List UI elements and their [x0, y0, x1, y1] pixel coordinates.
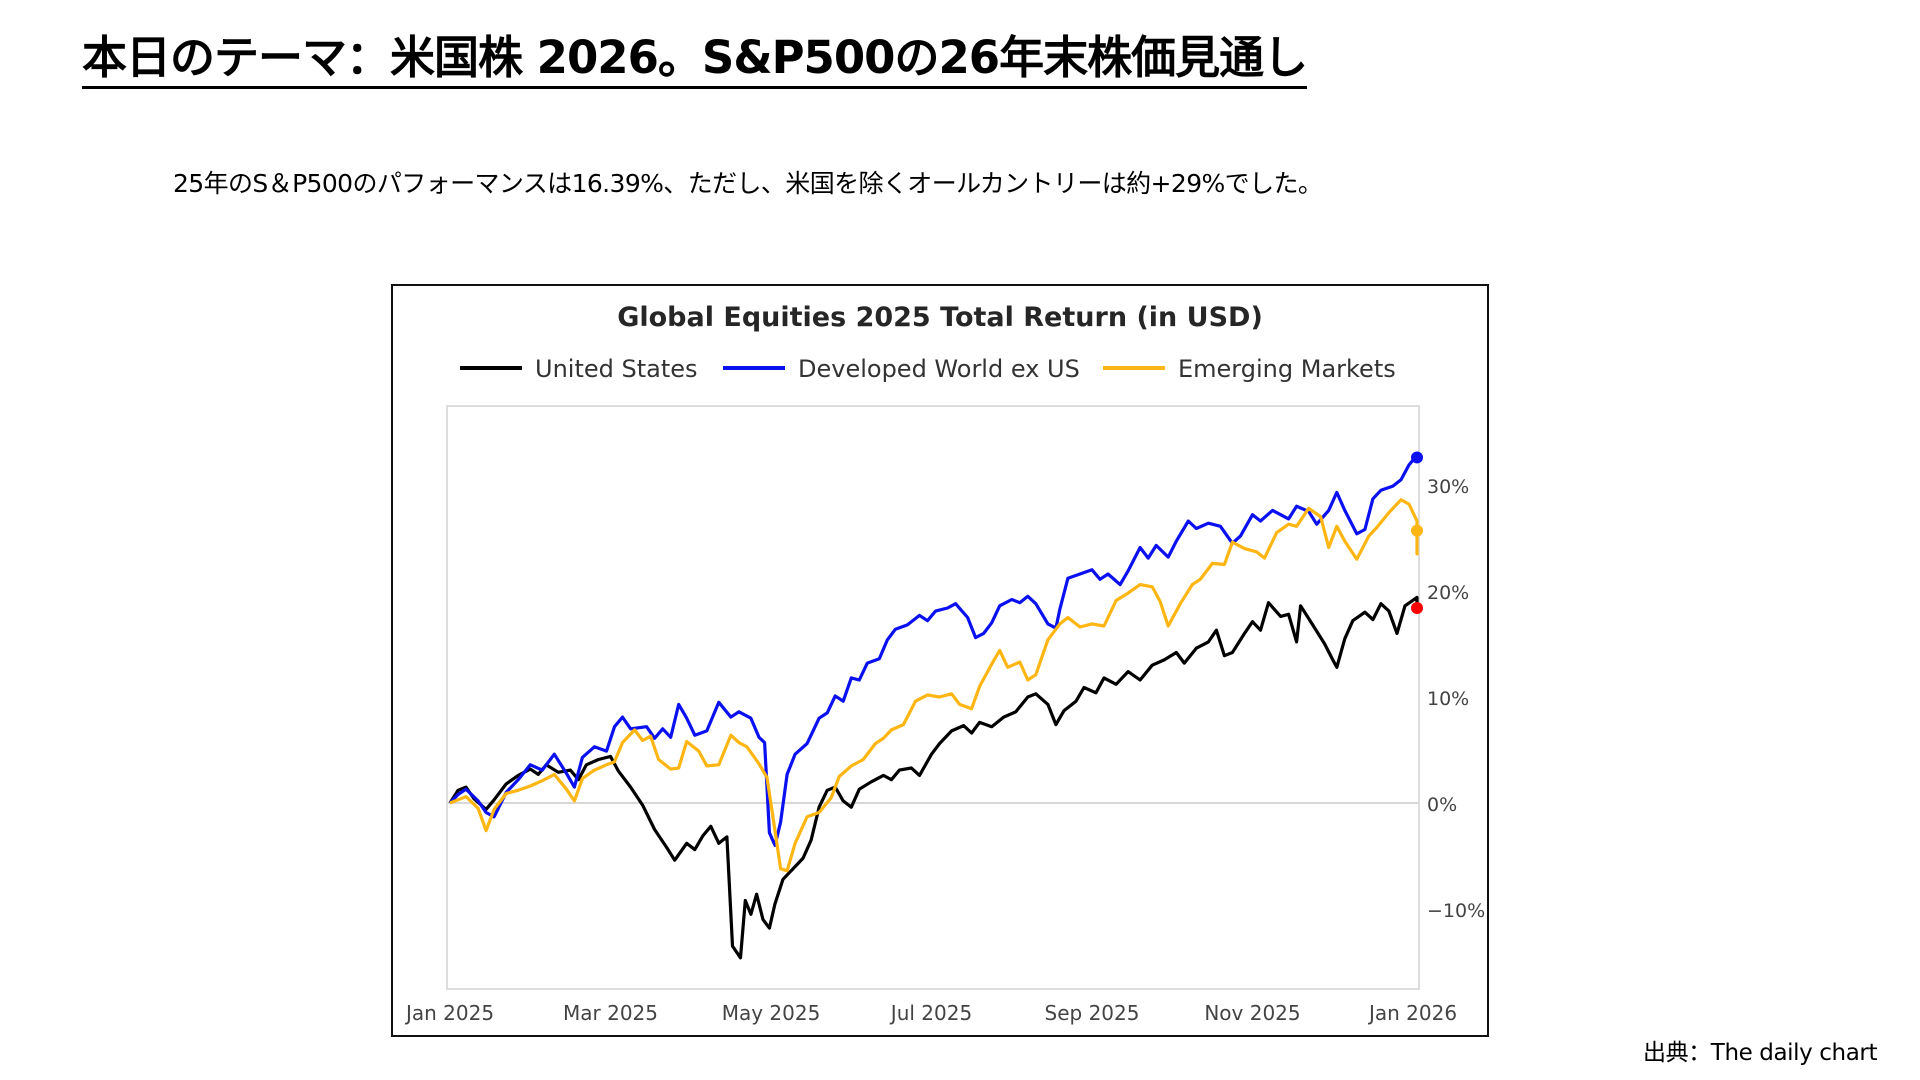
y-tick-label: 0% — [1427, 794, 1457, 816]
end-marker-emerging-markets — [1411, 524, 1424, 537]
chart-title: Global Equities 2025 Total Return (in US… — [617, 302, 1263, 333]
legend-label-developed-world: Developed World ex US — [798, 355, 1080, 383]
end-marker-developed-world-ex-us — [1411, 451, 1424, 464]
x-tick-label: Jan 2026 — [1367, 1001, 1457, 1025]
x-tick-label: May 2025 — [722, 1001, 821, 1025]
y-tick-label: 20% — [1427, 582, 1469, 604]
series-line-emerging-markets — [449, 498, 1419, 873]
legend: United States Developed World ex US Emer… — [460, 355, 1396, 383]
source-credit: 出典：The daily chart — [1643, 1040, 1878, 1066]
chart-frame: Global Equities 2025 Total Return (in US… — [391, 284, 1489, 1037]
legend-label-emerging-markets: Emerging Markets — [1178, 355, 1396, 383]
y-tick-label: 10% — [1427, 688, 1469, 710]
line-chart: Global Equities 2025 Total Return (in US… — [404, 302, 1485, 1025]
y-tick-label: −10% — [1427, 900, 1485, 922]
series-line-united-states — [448, 595, 1419, 960]
legend-item-emerging-markets: Emerging Markets — [1103, 355, 1396, 383]
page-title: 本日のテーマ：米国株 2026。S&P500の26年末株価見通し — [82, 30, 1308, 89]
page-subtitle: 25年のS＆P500のパフォーマンスは16.39%、ただし、米国を除くオールカン… — [173, 169, 1323, 198]
x-tick-label: Jan 2025 — [404, 1001, 494, 1025]
legend-label-united-states: United States — [535, 355, 698, 383]
x-tick-label: Nov 2025 — [1204, 1001, 1300, 1025]
x-tick-label: Jul 2025 — [889, 1001, 972, 1025]
y-tick-label: 30% — [1427, 476, 1469, 498]
end-marker-united-states — [1411, 601, 1424, 614]
plot-area — [446, 405, 1420, 990]
legend-item-developed-world: Developed World ex US — [723, 355, 1080, 383]
series-line-developed-world-ex-us — [448, 453, 1419, 847]
x-tick-label: Mar 2025 — [563, 1001, 658, 1025]
x-tick-label: Sep 2025 — [1045, 1001, 1140, 1025]
legend-item-united-states: United States — [460, 355, 698, 383]
